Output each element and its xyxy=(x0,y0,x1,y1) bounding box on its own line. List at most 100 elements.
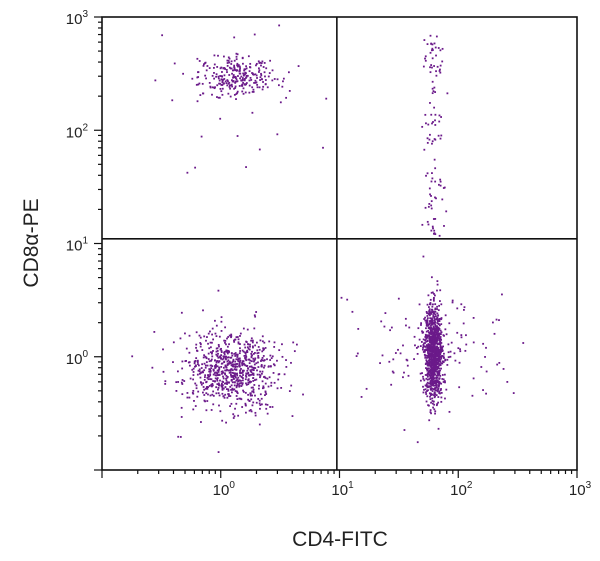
data-point xyxy=(438,378,441,380)
data-point xyxy=(242,369,245,372)
data-point xyxy=(217,343,220,346)
data-point xyxy=(229,369,232,372)
data-point xyxy=(384,312,387,314)
data-point xyxy=(237,338,240,341)
data-point xyxy=(239,335,241,337)
data-point xyxy=(218,404,220,407)
data-point xyxy=(302,393,304,396)
data-point xyxy=(255,62,258,65)
data-point xyxy=(438,183,440,186)
data-point xyxy=(240,372,243,374)
data-point xyxy=(440,400,443,403)
data-point xyxy=(419,345,422,348)
data-point xyxy=(430,344,432,347)
data-point xyxy=(250,337,253,340)
data-point xyxy=(224,68,227,70)
data-point xyxy=(216,354,219,357)
data-point xyxy=(208,368,211,370)
data-point xyxy=(426,381,429,384)
data-point xyxy=(434,367,437,370)
data-point xyxy=(211,384,214,387)
data-point xyxy=(458,386,461,389)
data-point xyxy=(288,390,291,392)
data-point xyxy=(436,308,438,310)
data-point xyxy=(270,381,273,384)
data-point xyxy=(181,379,184,381)
data-point xyxy=(435,70,437,73)
data-point xyxy=(437,332,440,335)
data-point xyxy=(210,359,213,362)
data-point xyxy=(422,375,424,378)
data-point xyxy=(223,67,226,69)
data-point xyxy=(239,359,242,362)
data-point xyxy=(271,69,274,72)
data-point xyxy=(221,388,224,391)
data-point xyxy=(252,88,255,91)
data-point xyxy=(434,91,437,93)
data-point xyxy=(434,313,437,316)
data-point xyxy=(218,367,221,370)
data-point xyxy=(266,403,269,406)
data-point xyxy=(282,80,284,83)
data-point xyxy=(436,65,439,68)
data-point xyxy=(232,76,234,79)
data-point xyxy=(247,347,250,350)
data-point xyxy=(425,377,428,380)
data-point xyxy=(226,396,229,399)
data-point xyxy=(437,427,440,430)
data-point xyxy=(231,369,234,372)
data-point xyxy=(444,359,447,362)
data-point xyxy=(221,81,224,84)
data-point xyxy=(263,359,265,362)
x-axis-title: CD4-FITC xyxy=(292,528,388,551)
data-point xyxy=(242,82,245,84)
x-tick-label-base: 10 xyxy=(569,482,586,499)
data-point xyxy=(242,92,245,95)
data-point xyxy=(242,72,245,75)
data-point xyxy=(215,386,218,389)
data-point xyxy=(205,392,208,395)
data-point xyxy=(427,327,430,329)
data-point xyxy=(424,59,427,62)
data-point xyxy=(392,358,395,361)
data-point xyxy=(222,387,225,390)
data-point xyxy=(206,387,209,390)
data-point xyxy=(246,369,249,372)
data-point xyxy=(271,79,274,82)
data-point xyxy=(281,343,283,346)
data-point xyxy=(227,92,230,95)
data-point xyxy=(234,355,237,357)
data-point xyxy=(269,59,272,62)
x-tick-label: 102 xyxy=(450,480,473,499)
data-point xyxy=(255,81,258,84)
data-point xyxy=(249,392,252,395)
data-point xyxy=(439,300,441,302)
data-point xyxy=(420,341,423,343)
data-point xyxy=(207,358,210,360)
data-point xyxy=(426,345,429,348)
data-point xyxy=(430,371,432,374)
data-point xyxy=(220,75,223,77)
data-point xyxy=(249,409,252,411)
data-point xyxy=(434,46,437,49)
data-point xyxy=(424,356,427,359)
data-point xyxy=(436,381,439,383)
data-point xyxy=(433,42,436,45)
data-point xyxy=(212,338,215,341)
data-point xyxy=(435,381,438,384)
data-point xyxy=(233,353,236,355)
data-point xyxy=(248,380,251,383)
data-point xyxy=(424,374,427,376)
data-point xyxy=(439,358,442,361)
data-point xyxy=(437,401,440,404)
data-point xyxy=(243,354,246,357)
data-point xyxy=(389,329,391,332)
data-point xyxy=(245,375,248,378)
data-point xyxy=(430,347,433,349)
data-point xyxy=(438,349,441,352)
data-point xyxy=(199,342,202,344)
data-point xyxy=(522,342,525,344)
data-point xyxy=(258,402,261,405)
data-point xyxy=(434,373,436,376)
data-point xyxy=(226,79,229,82)
